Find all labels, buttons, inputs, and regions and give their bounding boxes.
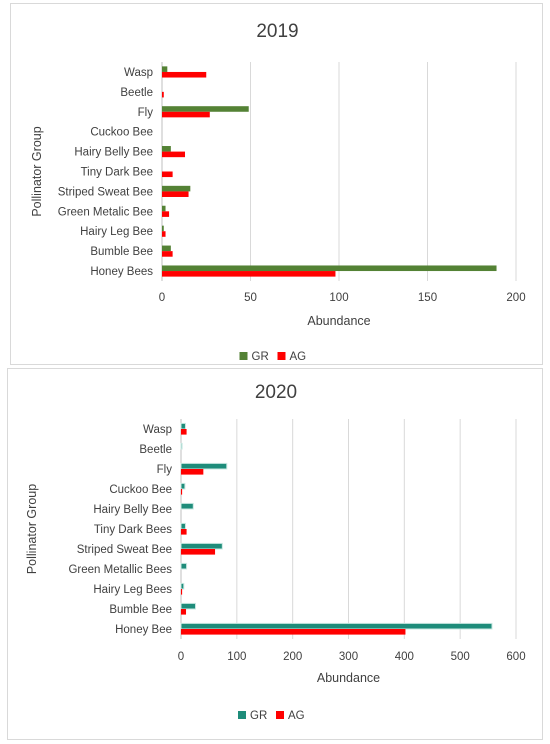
category-label: Hairy Leg Bee	[80, 226, 153, 238]
bar-ag	[181, 469, 204, 475]
category-label: Hairy Belly Bee	[93, 504, 172, 516]
bar-gr	[180, 502, 194, 510]
x-tick-label: 100	[329, 292, 348, 304]
category-label: Tiny Dark Bee	[81, 167, 153, 179]
chart-2019: 2019 0 50 100 150 200 Wasp Beetle Fly Cuckoo Bee H…	[30, 21, 526, 363]
bar-ag	[162, 191, 189, 197]
bar-ag	[181, 589, 183, 595]
category-label: Beetle	[139, 444, 172, 456]
bar-gr	[162, 106, 249, 112]
x-tick-label: 50	[244, 292, 257, 304]
bar-gr	[162, 146, 171, 152]
chart-title: 2019	[256, 21, 298, 42]
legend-swatch-ag	[277, 352, 286, 360]
x-tick-label: 500	[451, 651, 470, 663]
bar-gr	[162, 265, 497, 272]
bar-gr	[180, 602, 197, 610]
bar-ag	[162, 231, 166, 237]
category-label: Cuckoo Bee	[90, 127, 153, 139]
category-label: Fly	[138, 107, 154, 119]
bar-gr	[162, 185, 191, 192]
bar-ag	[181, 489, 183, 495]
category-label: Bumble Bee	[109, 604, 172, 616]
bar-gr	[180, 442, 183, 450]
legend-swatch-gr	[238, 711, 246, 719]
bar-gr	[180, 622, 493, 630]
category-label: Green Metalic Bee	[58, 206, 153, 218]
x-tick-label: 300	[339, 651, 358, 663]
bar-gr	[180, 542, 223, 550]
bar-ag	[162, 111, 210, 118]
bar-gr	[162, 245, 171, 252]
category-label: Beetle	[120, 87, 153, 99]
bar-ag	[181, 629, 406, 635]
x-tick-label: 0	[178, 651, 184, 663]
bar-ag	[181, 549, 216, 555]
bar-gr	[162, 205, 166, 212]
x-axis-title: Abundance	[307, 314, 370, 328]
category-label: Hairy Belly Bee	[74, 147, 153, 159]
legend-swatch-ag	[276, 711, 284, 719]
bar-gr	[162, 66, 168, 72]
category-label: Green Metallic Bees	[68, 564, 172, 576]
legend-label-gr: GR	[250, 710, 267, 722]
bar-ag	[181, 609, 187, 615]
x-tick-label: 600	[506, 651, 525, 663]
bar-ag	[181, 529, 187, 535]
category-label: Wasp	[124, 67, 153, 79]
x-tick-label: 400	[395, 651, 414, 663]
bar-gr	[180, 482, 186, 490]
category-label: Honey Bee	[115, 624, 172, 636]
category-label: Striped Sweat Bee	[77, 544, 172, 556]
category-label: Cuckoo Bee	[109, 484, 172, 496]
bar-gr	[180, 462, 228, 470]
category-label: Striped Sweat Bee	[58, 186, 153, 198]
x-tick-label: 150	[418, 292, 437, 304]
category-label: Tiny Dark Bees	[94, 524, 172, 536]
legend-label-ag: AG	[290, 351, 307, 363]
y-axis-title: Pollinator Group	[25, 484, 39, 574]
bar-ag	[162, 71, 207, 78]
x-tick-label: 200	[283, 651, 302, 663]
bar-ag	[162, 151, 186, 158]
bar-ag	[162, 211, 170, 217]
category-label: Fly	[157, 464, 173, 476]
bar-ag	[162, 271, 336, 277]
x-tick-label: 0	[159, 292, 165, 304]
bar-ag	[162, 251, 173, 257]
chart-2019-panel: 2019 0 50 100 150 200 Wasp Beetle Fly Cuckoo Bee H…	[10, 3, 543, 365]
x-axis-title: Abundance	[317, 671, 380, 685]
bar-ag	[162, 91, 164, 98]
bar-gr	[180, 562, 188, 570]
y-axis-title: Pollinator Group	[30, 126, 44, 216]
chart-2020-panel: 2020 0 100 200 300 400 500 600 Wasp Beetle Fly Cuck…	[7, 368, 543, 740]
category-label: Hairy Leg Bees	[93, 584, 172, 596]
chart-2020: 2020 0 100 200 300 400 500 600 Wasp Beetle Fly Cuck…	[25, 382, 526, 722]
bar-ag	[162, 171, 173, 178]
category-label: Wasp	[143, 424, 172, 436]
legend-label-gr: GR	[252, 351, 269, 363]
bar-gr	[180, 422, 186, 430]
x-tick-label: 100	[227, 651, 246, 663]
chart-title: 2020	[255, 382, 297, 403]
bar-ag	[181, 429, 187, 435]
category-label: Honey Bees	[90, 266, 153, 278]
legend-swatch-gr	[239, 352, 248, 360]
bar-gr	[180, 522, 186, 530]
category-label: Bumble Bee	[90, 246, 153, 258]
bar-gr	[180, 582, 185, 590]
legend-label-ag: AG	[288, 710, 305, 722]
x-tick-label: 200	[506, 292, 525, 304]
bar-gr	[162, 225, 164, 232]
